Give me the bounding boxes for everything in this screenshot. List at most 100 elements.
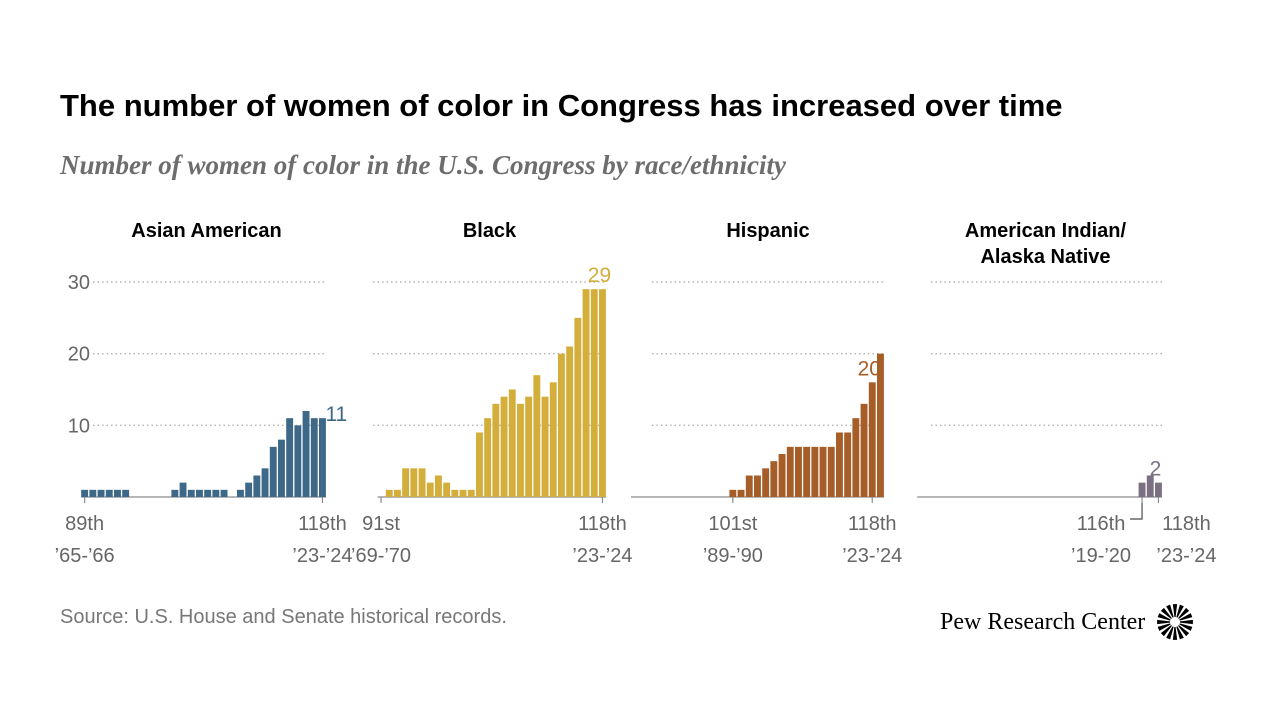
data-label: 29 [588, 264, 611, 287]
bar [319, 418, 326, 497]
bar [745, 475, 753, 497]
x-tick-label: 101st [708, 513, 757, 535]
bar [212, 489, 220, 497]
bar [410, 468, 418, 497]
sunburst-ray [1166, 604, 1174, 618]
bar [860, 403, 868, 497]
bar [261, 468, 269, 497]
bar [533, 375, 541, 497]
bar [451, 489, 459, 497]
bar [1146, 475, 1154, 497]
bar [426, 482, 434, 497]
bar [269, 446, 277, 497]
panel-2: Hispanic 20 101st ’89-’90 118th ’23-’24 [631, 220, 902, 567]
bar [97, 489, 105, 497]
bar [418, 468, 426, 497]
sunburst-ray [1178, 607, 1190, 619]
sunburst-ray [1161, 607, 1173, 619]
bar [81, 489, 89, 497]
bar [443, 482, 451, 497]
bar [467, 489, 475, 497]
sunburst-ray [1179, 623, 1193, 631]
panel-title: Asian American [131, 220, 281, 242]
bar [459, 489, 467, 497]
bar [435, 475, 442, 497]
bar [476, 432, 483, 497]
x-tick-label: 118th [578, 513, 627, 535]
data-label: 20 [858, 357, 881, 380]
bar [500, 396, 508, 497]
bar [179, 482, 187, 497]
bar [836, 432, 843, 497]
data-label: 11 [325, 403, 347, 426]
x-tick-label: 89th [65, 513, 104, 535]
x-tick-label: ’89-’90 [703, 545, 763, 567]
x-tick-label: ’23-’24 [1156, 545, 1216, 567]
bar [237, 489, 244, 497]
bar [105, 489, 113, 497]
y-tick-label: 30 [68, 272, 90, 294]
bar [394, 489, 401, 497]
pew-sunburst-icon [1157, 604, 1194, 640]
x-tick-label: ’65-’66 [55, 545, 115, 567]
panel-1: Black 29 91st ’69-’70 118th ’23-’24 [351, 220, 632, 567]
bar [729, 489, 737, 497]
bar [245, 482, 253, 497]
bar [484, 418, 492, 497]
bar [253, 475, 261, 497]
bar [574, 317, 582, 497]
brand-name: Pew Research Center [940, 608, 1146, 635]
sunburst-ray [1178, 625, 1190, 637]
y-tick-label: 20 [68, 344, 90, 366]
bar [196, 489, 203, 497]
sunburst-ray [1157, 619, 1171, 625]
sunburst-ray [1180, 619, 1194, 625]
sunburst-ray [1179, 613, 1193, 621]
bar [517, 403, 524, 497]
x-tick-label: ’69-’70 [351, 545, 411, 567]
chart-title: The number of women of color in Congress… [60, 88, 1063, 123]
bar [754, 475, 761, 497]
bar [385, 489, 393, 497]
sunburst-ray [1157, 623, 1171, 631]
bar [599, 289, 606, 497]
bar [278, 439, 285, 497]
bar [187, 489, 195, 497]
bar [770, 461, 778, 497]
y-tick-label: 10 [68, 415, 90, 437]
bar [795, 446, 802, 497]
panel-title: Alaska Native [980, 246, 1110, 268]
bar [402, 468, 410, 497]
bar [310, 418, 318, 497]
data-label: 2 [1150, 458, 1162, 481]
bar [492, 403, 500, 497]
bar [171, 489, 179, 497]
sunburst-ray [1157, 613, 1171, 621]
bar [302, 411, 310, 497]
brand-logo: Pew Research Center [940, 604, 1195, 640]
bar [286, 418, 294, 497]
x-tick-label: 118th [298, 513, 347, 535]
sunburst-ray [1166, 626, 1174, 640]
bar [811, 446, 819, 497]
x-tick-label: ’23-’24 [572, 545, 632, 567]
x-tick-label: ’23-’24 [842, 545, 902, 567]
x-tick-label: ’23-’24 [292, 545, 352, 567]
bar [786, 446, 794, 497]
panel-title: Black [463, 220, 517, 242]
panel-3: American Indian/Alaska Native 2 116th ’19-’… [917, 220, 1216, 567]
bar [868, 382, 876, 497]
bar [852, 418, 860, 497]
bar [220, 489, 228, 497]
x-tick-label: 91st [362, 513, 400, 535]
bar [525, 396, 533, 497]
bar [582, 289, 590, 497]
x-tick-label: 118th [1162, 513, 1211, 535]
sunburst-ray [1176, 626, 1185, 640]
x-tick-label: 118th [848, 513, 897, 535]
bar [541, 396, 549, 497]
bar [762, 468, 770, 497]
bar [1155, 482, 1162, 497]
chart-subtitle: Number of women of color in the U.S. Con… [60, 150, 787, 180]
